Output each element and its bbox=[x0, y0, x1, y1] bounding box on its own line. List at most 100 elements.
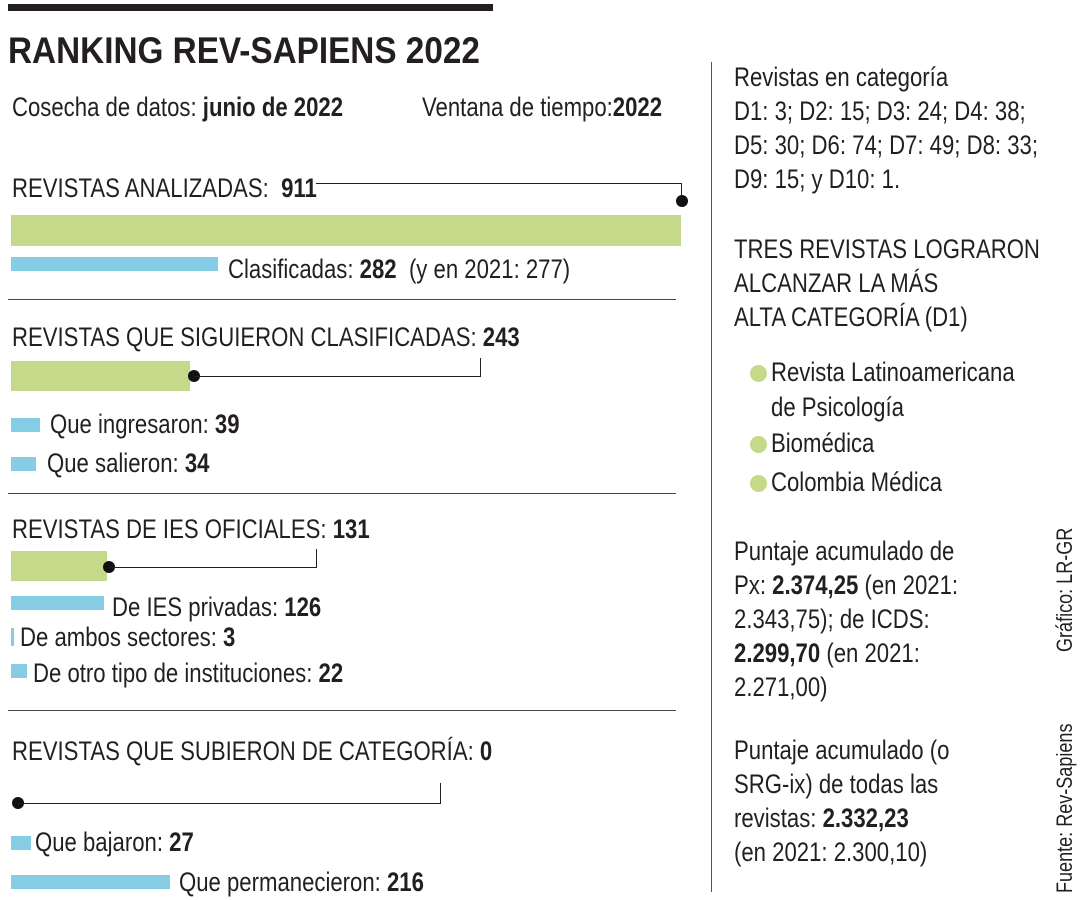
bar-ingresaron bbox=[11, 418, 40, 432]
d1-heading-line-1: TRES REVISTAS LOGRARON bbox=[734, 234, 1040, 264]
salieron-text: Que salieron: bbox=[47, 448, 179, 478]
cosecha-label: Cosecha de datos: bbox=[12, 92, 197, 122]
title-text: RANKING REV-SAPIENS 2022 bbox=[8, 30, 480, 71]
icds-note: (en 2021: bbox=[820, 638, 920, 668]
px-note: (en 2021: bbox=[858, 570, 959, 600]
bar-ambos bbox=[11, 628, 14, 646]
srg-label: revistas: bbox=[734, 803, 823, 833]
oficiales-text: REVISTAS DE IES OFICIALES: bbox=[12, 514, 327, 544]
ventana-label: Ventana de tiempo: bbox=[422, 92, 613, 122]
green-bullet-icon bbox=[750, 475, 767, 492]
d1-item-3: Colombia Médica bbox=[750, 463, 1068, 502]
d1-item-1: Revista Latinoamericana bbox=[750, 354, 1068, 390]
bar-analizadas bbox=[11, 215, 681, 246]
d1-heading: TRES REVISTAS LOGRARON ALCANZAR LA MÁS A… bbox=[734, 232, 1080, 334]
d1-heading-line-2: ALCANZAR LA MÁS bbox=[734, 268, 939, 298]
ambos-value: 3 bbox=[223, 622, 236, 652]
d1-heading-line-3: ALTA CATEGORÍA (D1) bbox=[734, 302, 968, 332]
categorias-line-1: Revistas en categoría bbox=[734, 62, 949, 92]
separator-2 bbox=[8, 493, 676, 494]
permanecieron-value: 216 bbox=[386, 867, 424, 897]
d1-item-3-text: Colombia Médica bbox=[771, 467, 943, 497]
siguieron-label: REVISTAS QUE SIGUIERON CLASIFICADAS: 243 bbox=[12, 320, 631, 354]
ambos-label: De ambos sectores: 3 bbox=[20, 620, 283, 654]
ventana-line: Ventana de tiempo:2022 bbox=[422, 90, 715, 124]
green-bullet-icon bbox=[750, 436, 767, 453]
oficiales-label: REVISTAS DE IES OFICIALES: 131 bbox=[12, 512, 448, 546]
credit-grafico-text: Gráfico: LR-GR bbox=[1052, 527, 1077, 652]
analizadas-value: 911 bbox=[281, 173, 317, 203]
salieron-label: Que salieron: 34 bbox=[47, 446, 245, 480]
oficiales-leader-rise bbox=[316, 549, 317, 568]
oficiales-value: 131 bbox=[332, 514, 370, 544]
analizadas-dot bbox=[676, 195, 688, 207]
bar-oficiales bbox=[11, 551, 108, 581]
ingresaron-value: 39 bbox=[214, 409, 240, 439]
bar-clasificadas bbox=[11, 257, 219, 271]
subieron-value: 0 bbox=[479, 736, 493, 766]
otro-label: De otro tipo de instituciones: 22 bbox=[33, 656, 411, 690]
px-line-3: 2.343,75); de ICDS: bbox=[734, 604, 930, 634]
salieron-value: 34 bbox=[184, 448, 210, 478]
ambos-text: De ambos sectores: bbox=[20, 622, 217, 652]
subieron-leader-rise bbox=[440, 783, 441, 804]
categorias-line-2: D1: 3; D2: 15; D3: 24; D4: 38; bbox=[734, 96, 1026, 126]
d1-item-2-text: Biomédica bbox=[771, 428, 875, 458]
d1-item-2: Biomédica bbox=[750, 424, 1068, 463]
siguieron-value: 243 bbox=[482, 322, 520, 352]
px-line-1: Puntaje acumulado de bbox=[734, 536, 955, 566]
credit-grafico: Gráfico: LR-GR bbox=[1052, 528, 1077, 653]
ventana-value: 2022 bbox=[612, 92, 663, 122]
px-value: 2.374,25 bbox=[772, 570, 859, 600]
categorias-line-3: D5: 30; D6: 74; D7: 49; D8: 33; bbox=[734, 130, 1038, 160]
px-block: Puntaje acumulado de Px: 2.374,25 (en 20… bbox=[734, 534, 1007, 704]
clasificadas-value: 282 bbox=[359, 254, 397, 284]
srg-line-2: SRG-ix) de todas las bbox=[734, 769, 939, 799]
page-title: RANKING REV-SAPIENS 2022 bbox=[8, 30, 532, 72]
clasificadas-label: Clasificadas: 282 (y en 2021: 277) bbox=[228, 252, 645, 286]
subieron-leader bbox=[18, 803, 440, 804]
analizadas-label: REVISTAS ANALIZADAS: 911 bbox=[12, 171, 384, 205]
bar-privadas bbox=[11, 596, 104, 610]
clasificadas-text: Clasificadas: bbox=[228, 254, 354, 284]
icds-value: 2.299,70 bbox=[734, 638, 821, 668]
srg-line-4: (en 2021: 2.300,10) bbox=[734, 837, 928, 867]
privadas-text: De IES privadas: bbox=[112, 592, 279, 622]
analizadas-leader-drop bbox=[681, 183, 682, 200]
bajaron-label: Que bajaron: 27 bbox=[35, 825, 229, 859]
permanecieron-label: Que permanecieron: 216 bbox=[179, 865, 478, 899]
bar-siguieron bbox=[11, 361, 190, 391]
permanecieron-text: Que permanecieron: bbox=[179, 867, 381, 897]
categorias-line-4: D9: 15; y D10: 1. bbox=[734, 164, 901, 194]
categorias-block: Revistas en categoría D1: 3; D2: 15; D3:… bbox=[734, 60, 1080, 196]
ingresaron-label: Que ingresaron: 39 bbox=[50, 407, 281, 441]
bar-bajaron bbox=[11, 836, 31, 850]
px-label: Px: bbox=[734, 570, 773, 600]
clasificadas-note: (y en 2021: 277) bbox=[408, 254, 571, 284]
srg-block: Puntaje acumulado (o SRG-ix) de todas la… bbox=[734, 733, 997, 869]
column-divider bbox=[711, 62, 712, 892]
subieron-text: REVISTAS QUE SUBIERON DE CATEGORÍA: bbox=[12, 736, 474, 766]
bar-salieron bbox=[11, 457, 36, 471]
d1-item-1-line-2: de Psicología bbox=[771, 392, 904, 422]
siguieron-text: REVISTAS QUE SIGUIERON CLASIFICADAS: bbox=[12, 322, 477, 352]
credit-fuente: Fuente: Rev-Sapiens bbox=[1052, 724, 1077, 894]
ingresaron-text: Que ingresaron: bbox=[50, 409, 209, 439]
separator-3 bbox=[8, 710, 676, 711]
otro-text: De otro tipo de instituciones: bbox=[33, 658, 313, 688]
otro-value: 22 bbox=[318, 658, 344, 688]
px-line-5: 2.271,00) bbox=[734, 672, 828, 702]
srg-value: 2.332,23 bbox=[822, 803, 909, 833]
siguieron-leader-rise bbox=[480, 358, 481, 377]
bajaron-value: 27 bbox=[169, 827, 194, 857]
srg-line-1: Puntaje acumulado (o bbox=[734, 735, 950, 765]
bar-otro bbox=[11, 664, 28, 678]
subieron-label: REVISTAS QUE SUBIERON DE CATEGORÍA: 0 bbox=[12, 734, 598, 768]
bajaron-text: Que bajaron: bbox=[35, 827, 164, 857]
privadas-value: 126 bbox=[284, 592, 322, 622]
green-bullet-icon bbox=[750, 365, 767, 382]
separator-1 bbox=[8, 299, 676, 300]
analizadas-text: REVISTAS ANALIZADAS: bbox=[12, 173, 269, 203]
cosecha-line: Cosecha de datos: junio de 2022 bbox=[12, 90, 416, 124]
analizadas-leader bbox=[316, 183, 682, 184]
